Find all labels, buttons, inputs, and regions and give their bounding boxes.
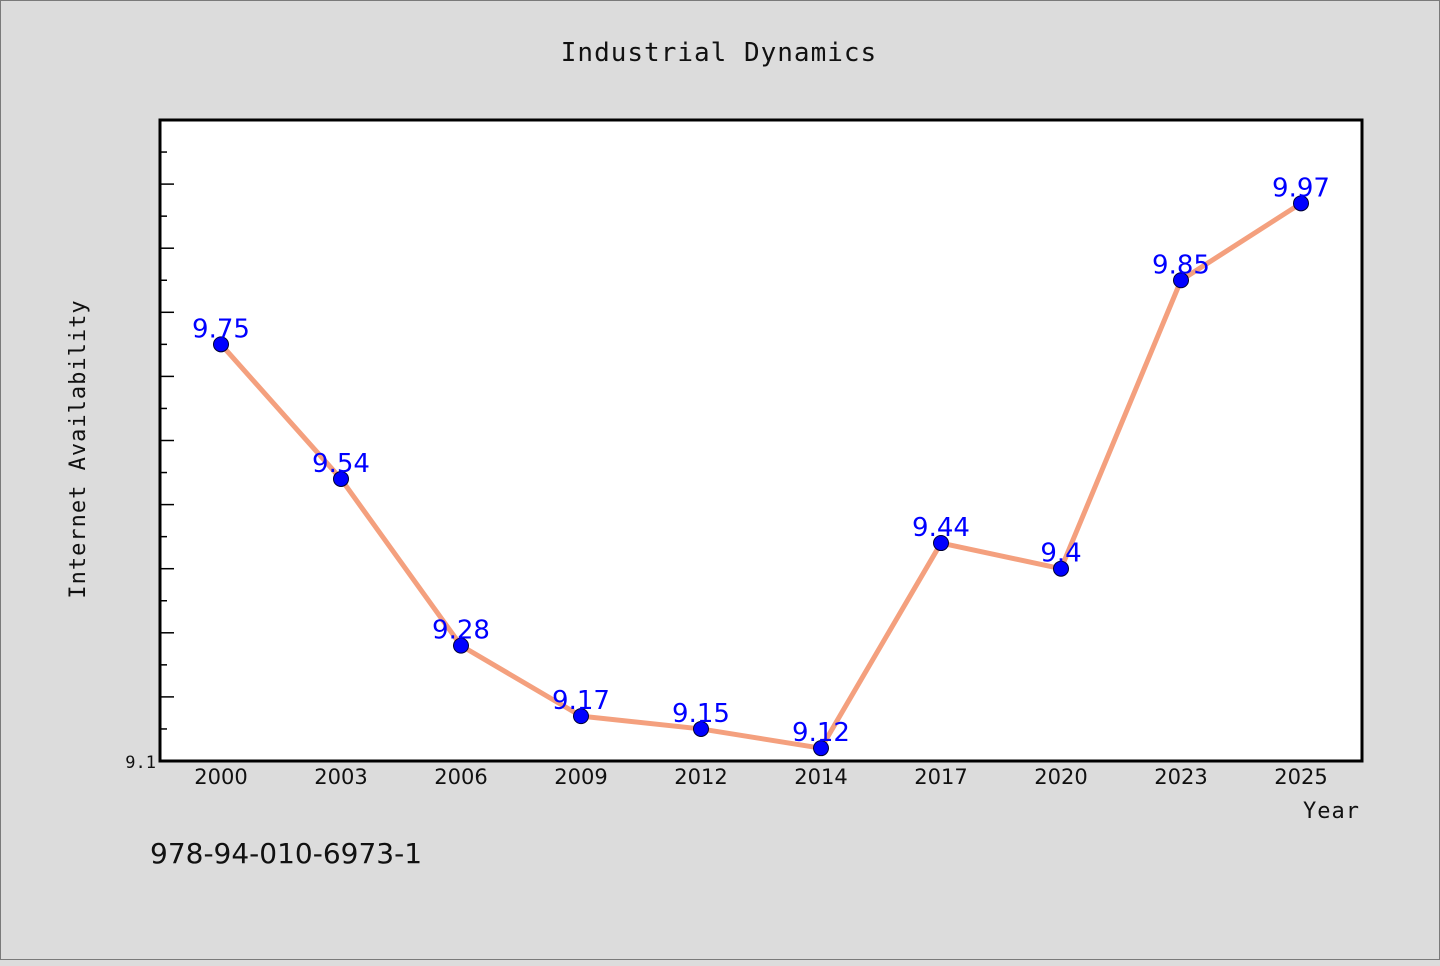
data-point: [693, 720, 709, 737]
x-tick-label: 2000: [194, 765, 247, 789]
x-tick-labels: 2000 2003 2006 2009 2012 2014 2017 2020 2023 2025: [194, 765, 1327, 789]
data-point: [1173, 272, 1189, 289]
x-tick-label: 2025: [1274, 765, 1327, 789]
series-line: [219, 201, 1303, 751]
data-label: 9.75: [192, 314, 250, 344]
data-label: 9.17: [552, 686, 610, 716]
data-label: 9.15: [672, 699, 730, 729]
data-labels: 9.75 9.54 9.28 9.17 9.15 9.12 9.44 9.4 9.85 9.97: [192, 173, 1330, 748]
data-point: [1053, 560, 1069, 577]
data-label: 9.85: [1152, 250, 1210, 280]
data-point: [933, 535, 949, 552]
data-label: 9.4: [1040, 539, 1081, 569]
data-label: 9.97: [1272, 173, 1330, 203]
data-point: [453, 637, 469, 654]
series-group: [213, 195, 1309, 757]
data-point: [813, 740, 829, 757]
isbn-text: 978-94-010-6973-1: [150, 837, 422, 870]
y-axis-label: Internet Availability: [66, 299, 91, 598]
data-label: 9.54: [312, 449, 370, 479]
plot-area: [158, 118, 1364, 763]
x-tick-label: 2009: [554, 765, 607, 789]
data-point: [333, 470, 349, 487]
data-point: [1293, 195, 1309, 212]
data-label: 9.44: [912, 513, 970, 543]
y-axis-ticks: [160, 119, 174, 730]
x-tick-label: 2023: [1154, 765, 1207, 789]
data-label: 9.12: [792, 718, 850, 748]
data-label: 9.28: [432, 616, 490, 646]
x-tick-label: 2017: [914, 765, 967, 789]
x-tick-label: 2003: [314, 765, 367, 789]
y-tick-label-min: 9.1: [125, 753, 156, 773]
x-tick-label: 2012: [674, 765, 727, 789]
x-axis-label: Year: [1303, 799, 1360, 824]
chart-title: Industrial Dynamics: [561, 38, 877, 68]
x-tick-label: 2014: [794, 765, 847, 789]
data-point: [213, 336, 229, 353]
x-tick-label: 2020: [1034, 765, 1087, 789]
x-tick-label: 2006: [434, 765, 487, 789]
data-point: [573, 708, 589, 725]
